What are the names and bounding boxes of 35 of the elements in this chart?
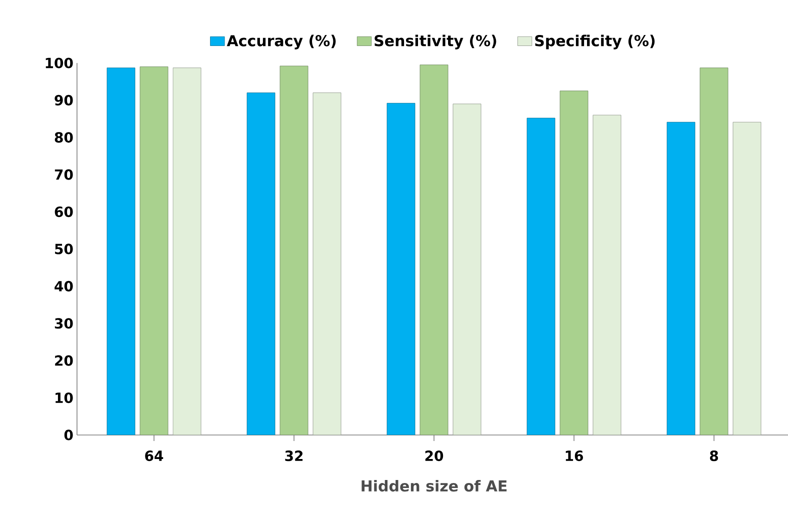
x-tick-label: 8: [710, 450, 718, 462]
legend-label: Sensitivity (%): [374, 34, 496, 50]
bar: [526, 118, 556, 435]
x-tick-label: 16: [566, 450, 583, 462]
bar: [280, 66, 308, 435]
bar: [666, 122, 696, 435]
y-tick-label: 40: [54, 280, 73, 292]
x-tick-label: 64: [145, 450, 164, 462]
y-tick-label: 50: [55, 244, 73, 254]
x-axis-title: Hidden size of AE: [362, 480, 507, 492]
y-tick-label: 30: [54, 318, 73, 329]
bar: [560, 90, 588, 435]
y-tick-label: 60: [54, 206, 73, 218]
bar: [700, 68, 728, 435]
bar: [386, 102, 416, 435]
bar: [452, 104, 482, 435]
legend-label: Accuracy (%): [226, 34, 336, 50]
bar: [246, 92, 276, 435]
bar: [172, 68, 202, 435]
y-tick-label: 10: [56, 392, 73, 404]
x-tick-label: 20: [425, 450, 444, 462]
bar: [732, 122, 762, 435]
y-tick-label: 80: [54, 132, 73, 143]
legend-label: Specificity (%): [535, 34, 655, 50]
bar: [140, 66, 168, 435]
x-tick-label: 32: [285, 450, 303, 462]
y-tick-label: 20: [55, 355, 73, 366]
y-tick-label: 90: [54, 94, 73, 106]
y-tick-label: 100: [46, 58, 73, 68]
bar: [312, 92, 342, 435]
bar: [420, 64, 448, 435]
bar: [106, 68, 136, 435]
bar: [592, 114, 622, 435]
y-tick-label: 0: [64, 430, 73, 440]
y-tick-label: 70: [54, 169, 73, 180]
